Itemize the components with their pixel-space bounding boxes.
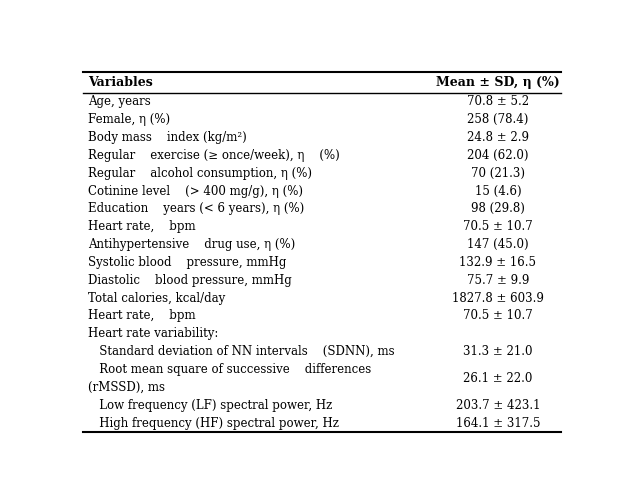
Text: Standard deviation of NN intervals    (SDNN), ms: Standard deviation of NN intervals (SDNN… (88, 345, 395, 358)
Text: High frequency (HF) spectral power, Hz: High frequency (HF) spectral power, Hz (88, 416, 339, 430)
Text: Mean ± SD, η (%): Mean ± SD, η (%) (436, 76, 560, 89)
Text: Regular    alcohol consumption, η (%): Regular alcohol consumption, η (%) (88, 166, 313, 179)
Text: Heart rate,    bpm: Heart rate, bpm (88, 310, 196, 322)
Text: 75.7 ± 9.9: 75.7 ± 9.9 (467, 274, 529, 287)
Text: Age, years: Age, years (88, 96, 151, 108)
Text: Regular    exercise (≥ once/week), η    (%): Regular exercise (≥ once/week), η (%) (88, 149, 340, 162)
Text: Heart rate variability:: Heart rate variability: (88, 328, 219, 340)
Text: Total calories, kcal/day: Total calories, kcal/day (88, 292, 226, 304)
Text: Education    years (< 6 years), η (%): Education years (< 6 years), η (%) (88, 202, 304, 215)
Text: Female, η (%): Female, η (%) (88, 113, 170, 126)
Text: 132.9 ± 16.5: 132.9 ± 16.5 (459, 256, 537, 269)
Text: Variables: Variables (88, 76, 153, 89)
Text: Systolic blood    pressure, mmHg: Systolic blood pressure, mmHg (88, 256, 287, 269)
Text: 31.3 ± 21.0: 31.3 ± 21.0 (463, 345, 533, 358)
Text: 164.1 ± 317.5: 164.1 ± 317.5 (455, 416, 540, 430)
Text: 24.8 ± 2.9: 24.8 ± 2.9 (467, 131, 529, 144)
Text: Cotinine level    (> 400 mg/g), η (%): Cotinine level (> 400 mg/g), η (%) (88, 184, 303, 198)
Text: 147 (45.0): 147 (45.0) (467, 238, 528, 251)
Text: 15 (4.6): 15 (4.6) (474, 184, 521, 198)
Text: 1827.8 ± 603.9: 1827.8 ± 603.9 (452, 292, 544, 304)
Text: 70.5 ± 10.7: 70.5 ± 10.7 (463, 220, 533, 234)
Text: 26.1 ± 22.0: 26.1 ± 22.0 (463, 372, 533, 385)
Text: 258 (78.4): 258 (78.4) (467, 113, 528, 126)
Text: Antihypertensive    drug use, η (%): Antihypertensive drug use, η (%) (88, 238, 296, 251)
Text: 70.8 ± 5.2: 70.8 ± 5.2 (467, 96, 529, 108)
Text: Body mass    index (kg/m²): Body mass index (kg/m²) (88, 131, 247, 144)
Text: 203.7 ± 423.1: 203.7 ± 423.1 (455, 398, 540, 411)
Text: 70.5 ± 10.7: 70.5 ± 10.7 (463, 310, 533, 322)
Text: Root mean square of successive    differences
(rMSSD), ms: Root mean square of successive differenc… (88, 364, 372, 394)
Text: Low frequency (LF) spectral power, Hz: Low frequency (LF) spectral power, Hz (88, 398, 333, 411)
Text: 98 (29.8): 98 (29.8) (471, 202, 525, 215)
Text: Heart rate,    bpm: Heart rate, bpm (88, 220, 196, 234)
Text: 70 (21.3): 70 (21.3) (471, 166, 525, 179)
Text: 204 (62.0): 204 (62.0) (467, 149, 528, 162)
Text: Diastolic    blood pressure, mmHg: Diastolic blood pressure, mmHg (88, 274, 292, 287)
